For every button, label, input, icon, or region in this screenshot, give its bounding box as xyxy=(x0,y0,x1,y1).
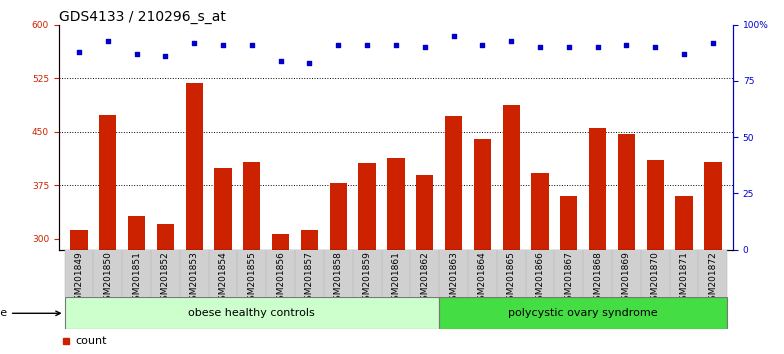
Point xyxy=(274,58,287,64)
Bar xyxy=(358,162,376,354)
Bar xyxy=(186,82,203,354)
Bar xyxy=(209,250,238,297)
Bar xyxy=(128,216,145,354)
Text: GSM201851: GSM201851 xyxy=(132,251,141,306)
Text: GSM201866: GSM201866 xyxy=(535,251,545,306)
Point xyxy=(245,42,258,48)
Bar xyxy=(93,250,122,297)
Bar xyxy=(329,183,347,354)
Text: obese healthy controls: obese healthy controls xyxy=(188,308,315,318)
Bar xyxy=(532,173,549,354)
Point xyxy=(678,51,691,57)
Point xyxy=(448,33,460,39)
Bar xyxy=(151,250,180,297)
Text: GSM201852: GSM201852 xyxy=(161,251,170,306)
Point xyxy=(101,38,114,43)
Bar xyxy=(214,167,232,354)
Point xyxy=(303,60,316,66)
Point xyxy=(73,49,85,55)
Point xyxy=(216,42,229,48)
Point xyxy=(706,40,719,46)
Bar xyxy=(99,115,117,354)
Bar xyxy=(387,158,405,354)
Point xyxy=(419,45,431,50)
Bar xyxy=(560,196,578,354)
Text: GSM201857: GSM201857 xyxy=(305,251,314,306)
Bar xyxy=(647,160,664,354)
Bar xyxy=(612,250,641,297)
Bar xyxy=(180,250,209,297)
Bar xyxy=(272,234,289,354)
Text: GSM201865: GSM201865 xyxy=(506,251,516,306)
Bar xyxy=(589,128,606,354)
Text: disease state: disease state xyxy=(0,308,60,318)
Text: GSM201871: GSM201871 xyxy=(680,251,688,306)
Text: GSM201854: GSM201854 xyxy=(219,251,227,306)
Point xyxy=(188,40,201,46)
Point xyxy=(476,42,488,48)
Text: GSM201863: GSM201863 xyxy=(449,251,458,306)
Text: GSM201859: GSM201859 xyxy=(363,251,372,306)
Bar xyxy=(583,250,612,297)
Bar xyxy=(675,196,693,354)
Bar xyxy=(64,297,439,329)
Bar xyxy=(554,250,583,297)
Text: GSM201858: GSM201858 xyxy=(334,251,343,306)
Point xyxy=(505,38,517,43)
Bar xyxy=(122,250,151,297)
Bar xyxy=(382,250,410,297)
Bar xyxy=(301,230,318,354)
Point xyxy=(390,42,402,48)
Text: GSM201867: GSM201867 xyxy=(564,251,573,306)
Text: GSM201869: GSM201869 xyxy=(622,251,631,306)
Point xyxy=(620,42,633,48)
Text: GSM201849: GSM201849 xyxy=(74,251,83,306)
Bar xyxy=(416,175,434,354)
Text: GSM201872: GSM201872 xyxy=(709,251,717,306)
Point xyxy=(649,45,662,50)
Bar xyxy=(157,224,174,354)
Bar xyxy=(439,250,468,297)
Text: GSM201870: GSM201870 xyxy=(651,251,660,306)
Point xyxy=(159,53,172,59)
Point xyxy=(332,42,344,48)
Bar xyxy=(699,250,728,297)
Text: GSM201853: GSM201853 xyxy=(190,251,198,306)
Point xyxy=(563,45,575,50)
Bar xyxy=(267,250,295,297)
Text: polycystic ovary syndrome: polycystic ovary syndrome xyxy=(508,308,658,318)
Text: count: count xyxy=(75,336,107,346)
Text: GSM201862: GSM201862 xyxy=(420,251,429,306)
Text: GDS4133 / 210296_s_at: GDS4133 / 210296_s_at xyxy=(59,10,226,24)
Bar xyxy=(295,250,324,297)
Bar xyxy=(353,250,382,297)
Bar xyxy=(468,250,497,297)
Point xyxy=(591,45,604,50)
Bar xyxy=(410,250,439,297)
Bar xyxy=(525,250,554,297)
Text: GSM201868: GSM201868 xyxy=(593,251,602,306)
Bar xyxy=(324,250,353,297)
Text: GSM201855: GSM201855 xyxy=(247,251,256,306)
Bar xyxy=(439,297,728,329)
Bar xyxy=(64,250,93,297)
Bar xyxy=(618,134,635,354)
Text: GSM201850: GSM201850 xyxy=(103,251,112,306)
Bar xyxy=(474,139,491,354)
Point xyxy=(534,45,546,50)
Bar xyxy=(497,250,525,297)
Point xyxy=(361,42,373,48)
Text: GSM201864: GSM201864 xyxy=(478,251,487,306)
Bar xyxy=(503,105,520,354)
Bar xyxy=(238,250,267,297)
Bar xyxy=(243,162,260,354)
Bar xyxy=(71,230,88,354)
Bar xyxy=(704,162,721,354)
Bar xyxy=(670,250,699,297)
Text: GSM201861: GSM201861 xyxy=(391,251,401,306)
Text: GSM201856: GSM201856 xyxy=(276,251,285,306)
Bar xyxy=(445,116,463,354)
Bar xyxy=(641,250,670,297)
Point xyxy=(130,51,143,57)
